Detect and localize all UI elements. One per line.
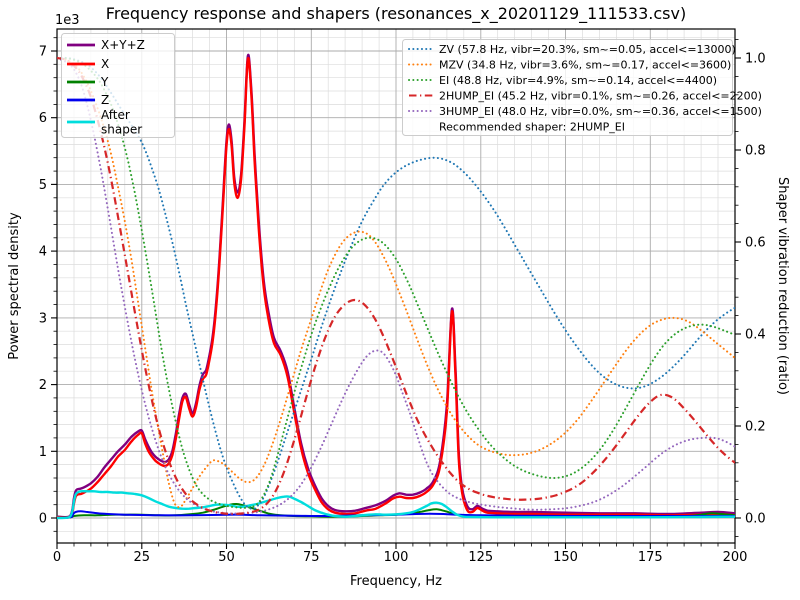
- x-tick-label: 50: [218, 550, 235, 565]
- x-tick-label: 75: [303, 550, 320, 565]
- curve-after-shaper: [57, 490, 735, 520]
- y-left-tick-label: 1: [39, 445, 47, 460]
- chart-ticks: [51, 37, 741, 549]
- y-right-tick-label: 0.0: [745, 512, 766, 527]
- curve-2hump-ei: [57, 56, 735, 516]
- legend-recommended-shaper: Recommended shaper: 2HUMP_EI: [439, 121, 625, 134]
- x-tick-label: 200: [723, 550, 748, 565]
- x-tick-label: 175: [638, 550, 663, 565]
- y-left-tick-label: 0: [39, 512, 47, 527]
- y-right-tick-label: 0.6: [745, 236, 766, 251]
- curve-zv: [57, 56, 735, 510]
- y-right-axis-label: Shaper vibration reduction (ratio): [775, 177, 790, 395]
- legend-psd-label: X: [101, 57, 109, 71]
- legend-psd-label: Z: [101, 93, 109, 107]
- legend-psd-label: After: [101, 108, 130, 122]
- y-right-tick-label: 0.4: [745, 328, 766, 343]
- legend-psd-label: X+Y+Z: [101, 38, 145, 52]
- legend-shaper-label: ZV (57.8 Hz, vibr=20.3%, sm~=0.05, accel…: [439, 43, 736, 56]
- y-left-tick-label: 5: [39, 178, 47, 193]
- legend-shapers-box: [402, 39, 733, 136]
- x-tick-label: 25: [133, 550, 150, 565]
- x-tick-label: 125: [468, 550, 493, 565]
- legend-shaper-label: 3HUMP_EI (48.0 Hz, vibr=0.0%, sm~=0.36, …: [439, 105, 762, 118]
- legend-shaper-label: 2HUMP_EI (45.2 Hz, vibr=0.1%, sm~=0.26, …: [439, 90, 762, 103]
- x-tick-label: 0: [53, 550, 61, 565]
- chart-title: Frequency response and shapers (resonanc…: [106, 4, 686, 24]
- legend-psd-box: [61, 33, 175, 138]
- y-axis-offset-label: 1e3: [55, 13, 80, 28]
- legend-shaper-label: MZV (34.8 Hz, vibr=3.6%, sm~=0.17, accel…: [439, 59, 731, 72]
- x-axis-label: Frequency, Hz: [350, 574, 442, 589]
- y-right-tick-label: 1.0: [745, 52, 766, 67]
- x-tick-label: 100: [384, 550, 409, 565]
- y-left-axis-label: Power spectral density: [7, 212, 22, 360]
- y-right-tick-label: 0.8: [745, 144, 766, 159]
- y-left-tick-label: 7: [39, 45, 47, 60]
- curve-z: [57, 510, 735, 519]
- chart-tick-labels: 0 25 50 75 100 125 150 175 200 0 1 2 3 4 5 6 7 0.0 0.2 0.4 0…: [39, 45, 766, 565]
- legend-psd-label: Y: [100, 75, 109, 89]
- y-left-tick-label: 2: [39, 378, 47, 393]
- y-left-tick-label: 6: [39, 111, 47, 126]
- curve-3hump-ei: [57, 57, 735, 515]
- y-left-tick-label: 4: [39, 245, 47, 260]
- curve-ei: [57, 57, 735, 509]
- legend-shaper-label: EI (48.8 Hz, vibr=4.9%, sm~=0.14, accel<…: [439, 74, 717, 87]
- legend-psd-label: shaper: [101, 123, 142, 137]
- y-right-tick-label: 0.2: [745, 420, 766, 435]
- y-left-tick-label: 3: [39, 311, 47, 326]
- chart-curves: [57, 53, 735, 520]
- x-tick-label: 150: [553, 550, 578, 565]
- curve-mzv: [57, 57, 735, 509]
- legend-shapers: ZV (57.8 Hz, vibr=20.3%, sm~=0.05, accel…: [402, 39, 762, 136]
- curve-x: [57, 56, 735, 519]
